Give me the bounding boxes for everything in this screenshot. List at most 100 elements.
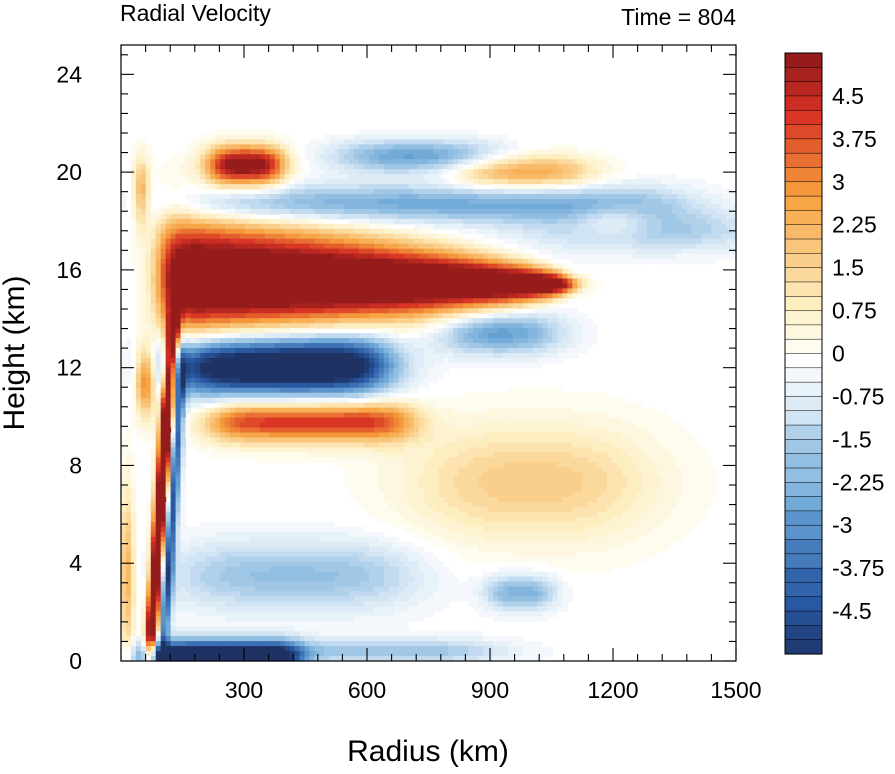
heatmap-cell [428, 243, 435, 250]
heatmap-cell [145, 213, 152, 220]
heatmap-cell [269, 323, 276, 329]
heatmap-cell [244, 179, 251, 185]
heatmap-cell [225, 243, 231, 250]
heatmap-cell [532, 189, 539, 195]
heatmap-cell [339, 357, 345, 364]
heatmap-cell [304, 243, 311, 250]
heatmap-cell [497, 288, 504, 294]
heatmap-cell [259, 333, 266, 339]
heatmap-cell [190, 243, 196, 250]
heatmap-cell [155, 357, 162, 364]
heatmap-cell [468, 203, 474, 210]
heatmap-cell [666, 248, 673, 255]
heatmap-cell [398, 248, 405, 255]
heatmap-cell [552, 203, 559, 210]
heatmap-cell [478, 362, 484, 369]
heatmap-cell [428, 362, 435, 369]
heatmap-cell [135, 382, 142, 389]
heatmap-cell [423, 218, 430, 225]
heatmap-cell [264, 233, 271, 240]
heatmap-cell [443, 288, 449, 294]
heatmap-cell [160, 273, 167, 280]
heatmap-cell [205, 263, 211, 270]
heatmap-cell [403, 144, 410, 150]
heatmap-cell [413, 303, 420, 309]
heatmap-cell [463, 218, 469, 225]
heatmap-cell [597, 243, 603, 250]
heatmap-cell [492, 243, 499, 250]
heatmap-cell [225, 367, 231, 374]
heatmap-cell [661, 233, 668, 240]
heatmap-cell [527, 238, 534, 245]
heatmap-cell [542, 238, 549, 245]
heatmap-cell [537, 218, 544, 225]
heatmap-cell [150, 228, 157, 235]
heatmap-cell [626, 228, 633, 235]
heatmap-cell [458, 318, 464, 324]
heatmap-cell [497, 184, 504, 190]
heatmap-cell [249, 184, 256, 190]
heatmap-cell [299, 278, 306, 285]
heatmap-cell [488, 278, 494, 285]
heatmap-cell [527, 228, 534, 235]
heatmap-cell [140, 318, 147, 324]
heatmap-cell [592, 154, 598, 160]
heatmap-cell [264, 372, 271, 379]
heatmap-cell [364, 263, 370, 270]
heatmap-cell [215, 362, 221, 369]
heatmap-cell [205, 268, 211, 275]
heatmap-cell [215, 194, 221, 200]
heatmap-cell [121, 357, 127, 364]
heatmap-cell [383, 169, 390, 175]
heatmap-cell [349, 288, 355, 294]
heatmap-cell [721, 233, 727, 240]
heatmap-cell [254, 318, 261, 324]
heatmap-cell [140, 149, 147, 155]
heatmap-cell [666, 228, 673, 235]
heatmap-cell [364, 144, 370, 150]
heatmap-cell [200, 313, 206, 319]
heatmap-cell [378, 333, 385, 339]
heatmap-cell [696, 223, 702, 230]
heatmap-cell [398, 213, 405, 220]
heatmap-cell [582, 154, 588, 160]
heatmap-cell [448, 303, 454, 309]
heatmap-cell [225, 179, 231, 185]
heatmap-cell [200, 308, 206, 314]
heatmap-cell [373, 318, 380, 324]
heatmap-cell [478, 283, 484, 290]
heatmap-cell [468, 253, 474, 260]
heatmap-cell [145, 367, 152, 374]
heatmap-cell [403, 328, 410, 334]
heatmap-cell [413, 154, 420, 160]
heatmap-cell [145, 189, 152, 195]
heatmap-cell [373, 362, 380, 369]
heatmap-cell [235, 367, 241, 374]
heatmap-cell [557, 223, 564, 230]
heatmap-cell [423, 308, 430, 314]
heatmap-cell [458, 213, 464, 220]
heatmap-cell [289, 228, 296, 235]
heatmap-cell [210, 223, 216, 230]
heatmap-cell [289, 323, 296, 329]
heatmap-cell [696, 228, 702, 235]
heatmap-cell [220, 253, 226, 260]
heatmap-cell [334, 348, 340, 354]
heatmap-cell [686, 258, 692, 265]
heatmap-cell [135, 154, 142, 160]
heatmap-cell [334, 288, 340, 294]
heatmap-cell [433, 357, 440, 364]
heatmap-cell [210, 392, 216, 399]
heatmap-cell [691, 194, 697, 200]
heatmap-cell [522, 293, 529, 299]
heatmap-cell [225, 392, 231, 399]
heatmap-cell [274, 362, 281, 369]
heatmap-cell [537, 273, 544, 280]
heatmap-cell [220, 184, 226, 190]
heatmap-cell [170, 268, 177, 275]
heatmap-cell [572, 154, 578, 160]
heatmap-cell [547, 199, 554, 205]
heatmap-cell [607, 233, 613, 240]
heatmap-cell [651, 208, 658, 215]
heatmap-cell [349, 159, 355, 165]
